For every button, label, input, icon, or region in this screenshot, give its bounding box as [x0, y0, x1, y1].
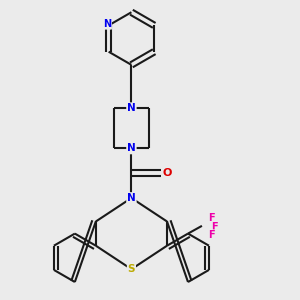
- Text: N: N: [127, 143, 136, 154]
- Text: O: O: [162, 168, 172, 178]
- Text: N: N: [127, 193, 136, 203]
- Text: F: F: [208, 230, 214, 240]
- Text: N: N: [103, 19, 111, 29]
- Text: N: N: [127, 103, 136, 113]
- Text: F: F: [211, 222, 217, 233]
- Text: S: S: [128, 264, 135, 274]
- Text: F: F: [208, 213, 214, 223]
